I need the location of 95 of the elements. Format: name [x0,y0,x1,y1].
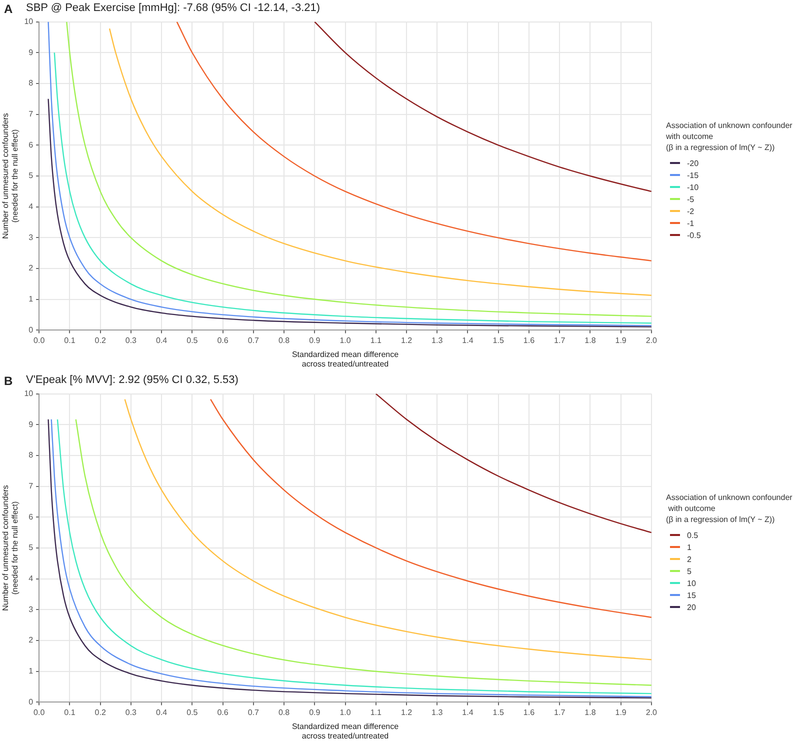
x-tick-label: 0.7 [248,708,260,718]
legend-label: 0.5 [687,530,698,540]
x-tick-label: 0.0 [34,336,46,346]
y-tick-label: 8 [28,450,34,460]
x-tick-label: 1.8 [584,708,596,718]
x-tick-label: 1.0 [340,336,352,346]
line-series [314,22,652,192]
line-series [124,398,652,660]
y-tick-label: 2 [28,636,34,645]
x-tick-label: 1.0 [340,708,352,718]
y-tick-label: 3 [28,232,34,242]
y-tick-label: 7 [28,110,34,119]
x-tick-label: 1.7 [554,336,566,346]
x-tick-label: 1.2 [400,336,413,346]
x-tick-label: 1.3 [432,336,444,346]
y-tick-label: 6 [28,140,34,150]
x-tick-label: 0.0 [34,708,46,718]
x-tick-label: 0.1 [64,708,76,718]
y-tick-label: 7 [28,482,34,491]
x-tick-label: 1.7 [554,708,566,718]
legend-title: Association of unknown confounder with outcome (β in a regression of lm(Y ~ Z)) [666,492,792,525]
y-tick-label: 6 [28,512,34,522]
x-axis-title: Standardized mean difference across treated/untreated [292,350,400,368]
x-tick-label: 0.3 [125,336,138,346]
text: A [4,2,13,16]
x-tick-label: 0.6 [217,708,229,718]
legend-label: 5 [687,566,692,576]
text: B [4,374,13,388]
legend-label: 15 [687,590,696,600]
x-tick-label: 1.9 [615,336,627,346]
x-tick-label: 0.7 [248,336,260,346]
line-series [108,28,652,296]
x-tick-label: 2.0 [646,708,658,718]
y-tick-label: 0 [28,697,34,706]
y-tick-label: 2 [28,264,34,273]
x-tick-label: 0.9 [309,336,321,346]
y-axis-title: Number of unmesured confounders (needed for the null effect) [1,113,20,239]
x-tick-label: 0.4 [156,708,168,718]
x-tick-label: 1.3 [432,708,444,718]
y-tick-label: 1 [28,294,34,304]
x-tick-label: 0.5 [186,708,198,718]
x-tick-label: 0.1 [64,336,76,346]
line-series [375,394,652,534]
y-tick-label: 1 [28,666,34,676]
chart-title: V'Epeak [% MVV]: 2.92 (95% CI 0.32, 5.53) [26,374,238,386]
legend-label: -1 [687,218,694,228]
x-tick-label: 0.9 [309,708,321,718]
x-tick-label: 0.6 [217,336,229,346]
y-tick-label: 9 [28,48,34,57]
x-tick-label: 1.4 [462,336,474,346]
x-tick-label: 0.4 [156,336,168,346]
x-tick-label: 0.8 [278,708,290,718]
x-tick-label: 1.6 [523,708,536,718]
legend-title: Association of unknown confounder with outcome (β in a regression of lm(Y ~ Z)) [666,120,792,153]
legend-label: 10 [687,578,696,588]
y-tick-label: 4 [28,574,34,584]
y-tick-label: 8 [28,78,34,88]
line-series [176,22,652,262]
chart-title: SBP @ Peak Exercise [mmHg]: -7.68 (95% CI -12.14, -3.21) [26,2,320,14]
x-tick-label: 1.9 [615,708,627,718]
x-tick-label: 1.1 [370,336,382,346]
y-tick-label: 10 [24,389,34,398]
y-axis-title: Number of unmesured confounders (needed for the null effect) [1,485,20,611]
y-tick-label: 10 [24,17,34,26]
legend-label: -2 [687,206,694,216]
legend-label: 20 [687,602,696,612]
legend-label: -5 [687,194,694,204]
x-tick-label: 1.6 [523,336,536,346]
x-tick-label: 1.8 [584,336,596,346]
x-tick-label: 0.2 [94,708,106,718]
x-tick-label: 0.8 [278,336,290,346]
y-tick-label: 4 [28,202,34,212]
x-tick-label: 1.5 [492,336,504,346]
x-tick-label: 1.5 [492,708,504,718]
legend-label: -10 [687,182,699,192]
y-tick-label: 0 [28,325,34,334]
legend-label: 2 [687,554,692,564]
x-axis-title: Standardized mean difference across treated/untreated [292,722,400,740]
x-tick-label: 1.1 [370,708,382,718]
legend-label: -15 [687,170,699,180]
legend-label: 1 [687,542,692,552]
y-tick-label: 9 [28,420,34,429]
x-tick-label: 1.4 [462,708,474,718]
x-tick-label: 2.0 [646,336,658,346]
line-series [48,98,652,328]
x-tick-label: 0.5 [186,336,198,346]
legend-label: -0.5 [687,230,701,240]
x-tick-label: 0.2 [94,336,106,346]
legend-label: -20 [687,158,699,168]
y-tick-label: 3 [28,604,34,614]
x-tick-label: 0.3 [125,708,138,718]
y-tick-label: 5 [28,171,34,180]
x-tick-label: 1.2 [400,708,413,718]
line-series [210,398,652,618]
y-tick-label: 5 [28,543,34,552]
